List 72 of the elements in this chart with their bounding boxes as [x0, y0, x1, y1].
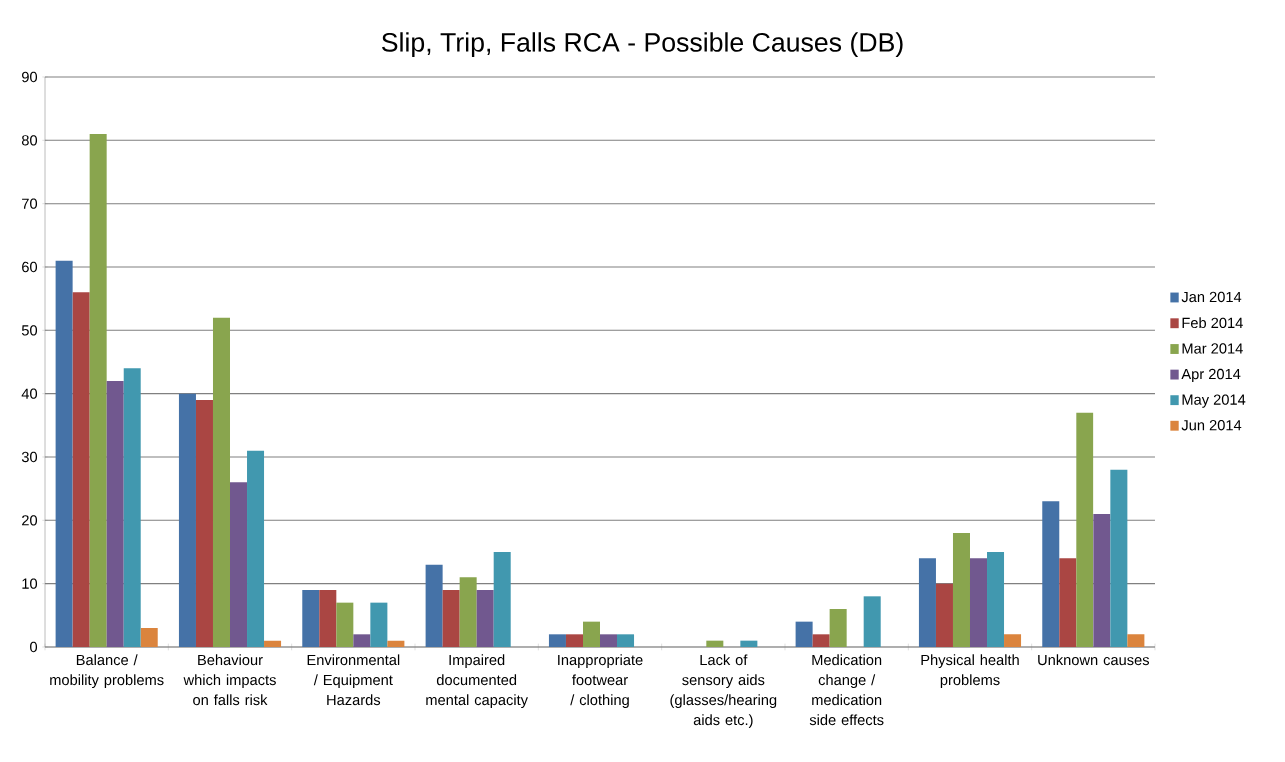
bar	[230, 482, 248, 647]
y-tick-label: 90	[22, 71, 38, 83]
bar	[387, 640, 405, 647]
y-tick-label: 80	[21, 135, 38, 146]
x-tick-label: Environmental / Equipment Hazards	[307, 654, 400, 706]
bar	[706, 640, 724, 647]
bar	[617, 634, 635, 647]
legend-label: Feb 2014	[1182, 317, 1243, 329]
bar	[969, 558, 988, 647]
x-tick-label: Unknown causes	[1038, 654, 1150, 666]
y-tick-label: 50	[21, 325, 38, 336]
y-tick-label: 30	[21, 451, 38, 463]
bar	[55, 260, 73, 647]
bar	[493, 551, 511, 647]
bar	[952, 532, 970, 647]
bar	[264, 640, 282, 647]
bar	[1004, 634, 1022, 647]
bar	[812, 634, 830, 647]
y-tick-label: 10	[22, 578, 38, 589]
bar	[195, 399, 213, 647]
legend-label: Mar 2014	[1182, 343, 1243, 354]
bar	[1093, 513, 1111, 647]
x-tick-label: Lack of sensory aids (glasses/hearing aids etc.)	[670, 654, 777, 729]
bar	[1059, 558, 1077, 647]
bar	[459, 577, 477, 647]
bar	[442, 589, 460, 647]
y-tick-label: 40	[21, 388, 38, 399]
bar	[829, 608, 847, 647]
x-tick-label: Medication change / medication side effects	[809, 654, 884, 726]
bar	[140, 627, 158, 647]
legend-label: Jan 2014	[1181, 291, 1242, 303]
x-tick-label: Balance / mobility problems	[50, 654, 164, 689]
bar	[89, 133, 107, 647]
bar	[1127, 634, 1145, 647]
y-tick-label: 60	[22, 261, 38, 273]
bar	[1076, 412, 1094, 647]
chart-title: Slip, Trip, Falls RCA - Possible Causes (DB)	[381, 32, 903, 58]
bar	[740, 640, 758, 647]
bar	[863, 596, 881, 647]
legend-label: May 2014	[1182, 394, 1246, 408]
x-tick-label: Impaired documented mental capacity	[426, 654, 528, 709]
bar	[302, 589, 320, 647]
bar	[600, 634, 618, 647]
y-tick-label: 20	[22, 515, 38, 526]
bar	[476, 589, 494, 647]
bar	[72, 292, 90, 647]
bar	[1110, 469, 1128, 647]
bar	[319, 589, 337, 647]
x-tick-label: Behaviour which impacts on falls risk	[183, 654, 276, 706]
bar	[336, 602, 354, 647]
bar	[548, 634, 566, 647]
bar	[987, 551, 1005, 647]
bar	[370, 602, 388, 647]
bar	[918, 558, 936, 647]
bar	[565, 634, 583, 647]
bar	[795, 621, 813, 647]
bar	[178, 393, 196, 647]
x-tick-label: Physical health problems	[921, 654, 1019, 689]
bar	[247, 450, 265, 647]
bar	[582, 621, 600, 647]
bar	[1042, 501, 1060, 647]
bar	[935, 583, 953, 647]
bar	[353, 634, 371, 647]
x-tick-label: Inappropriate footwear / clothing	[558, 654, 643, 709]
bar	[106, 380, 124, 647]
bar	[123, 368, 141, 647]
y-tick-label: 70	[22, 198, 38, 209]
y-tick-label: 0	[30, 641, 38, 653]
legend-label: Jun 2014	[1181, 420, 1242, 431]
bar	[425, 564, 443, 647]
bar	[212, 317, 230, 647]
legend-label: Apr 2014	[1181, 368, 1241, 383]
